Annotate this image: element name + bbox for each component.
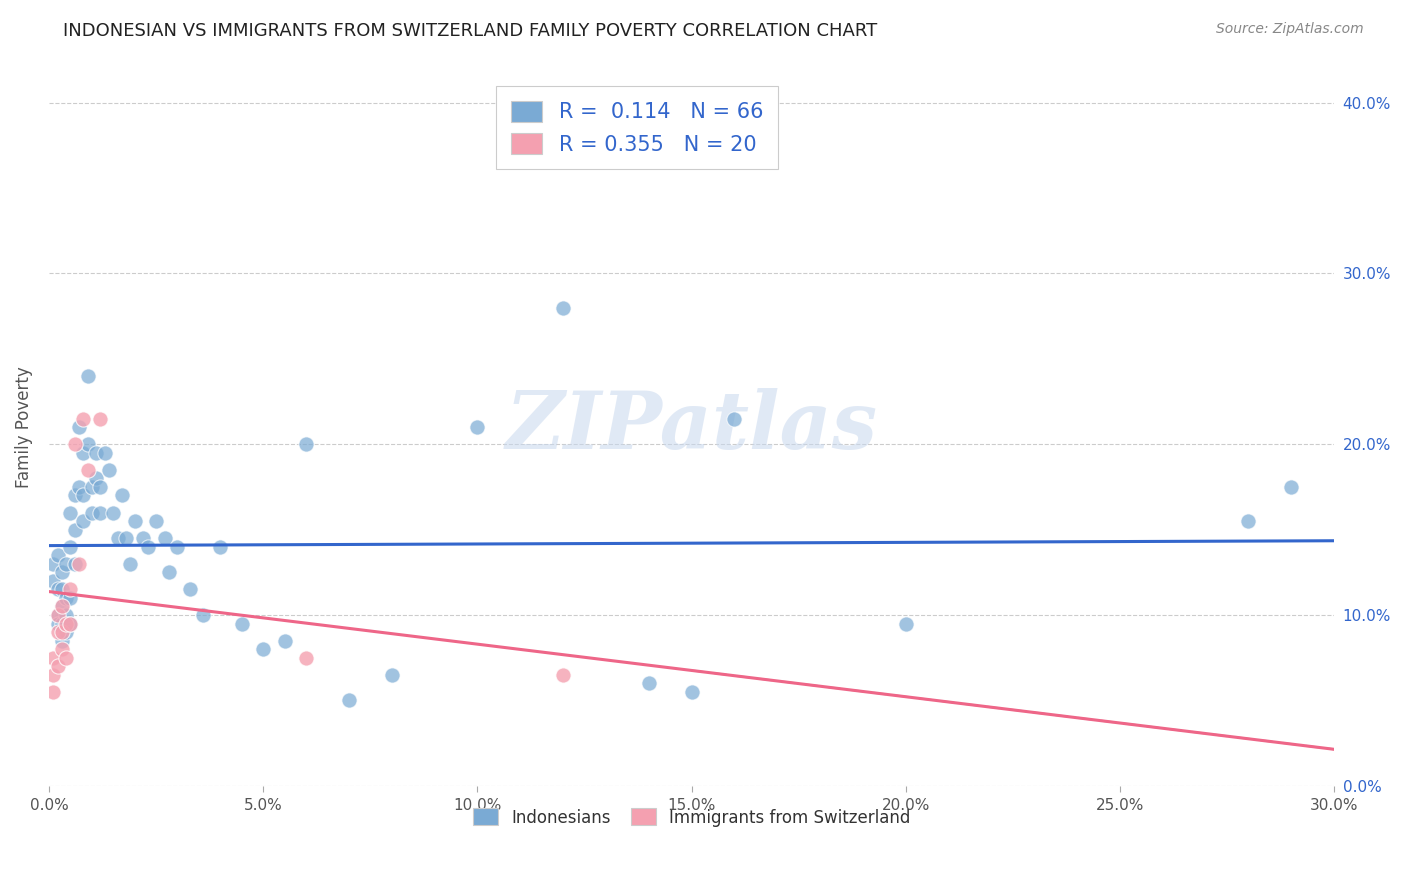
Point (72, 514, 94, 528)
Point (46, 625, 69, 640)
Point (55, 557, 77, 571)
Point (67, 557, 90, 571)
Point (59, 506, 82, 520)
Point (80, 506, 103, 520)
Point (295, 437, 318, 451)
Point (59, 591, 82, 605)
Text: ZIPatlas: ZIPatlas (506, 388, 877, 466)
Point (89, 480, 111, 494)
Point (166, 540, 188, 554)
Text: INDONESIAN VS IMMIGRANTS FROM SWITZERLAND FAMILY POVERTY CORRELATION CHART: INDONESIAN VS IMMIGRANTS FROM SWITZERLAN… (63, 22, 877, 40)
Point (124, 514, 146, 528)
Point (136, 540, 159, 554)
Point (42, 574, 65, 588)
Point (46, 616, 69, 631)
Point (46, 582, 69, 597)
Y-axis label: Family Poverty: Family Poverty (15, 367, 32, 488)
Point (157, 566, 180, 580)
Point (193, 607, 215, 622)
Point (89, 411, 111, 425)
Point (55, 591, 77, 605)
Point (51, 582, 73, 597)
Point (46, 548, 69, 562)
Point (51, 642, 73, 657)
Point (894, 616, 917, 631)
Point (231, 616, 253, 631)
Point (59, 582, 82, 597)
Point (179, 582, 201, 597)
Point (111, 488, 134, 502)
Legend: Indonesians, Immigrants from Switzerland: Indonesians, Immigrants from Switzerland (464, 800, 918, 835)
Text: Source: ZipAtlas.com: Source: ZipAtlas.com (1216, 22, 1364, 37)
Point (120, 557, 142, 571)
Point (55, 625, 77, 640)
Point (59, 540, 82, 554)
Point (46, 607, 69, 622)
Point (51, 566, 73, 580)
Point (59, 616, 82, 631)
Point (51, 599, 73, 614)
Point (551, 667, 574, 681)
Point (42, 557, 65, 571)
Point (46, 659, 69, 673)
Point (467, 420, 489, 434)
Point (42, 667, 65, 681)
Point (145, 514, 167, 528)
Point (67, 480, 90, 494)
Point (51, 616, 73, 631)
Point (723, 411, 745, 425)
Point (67, 420, 90, 434)
Point (97, 463, 120, 477)
Point (46, 607, 69, 622)
Point (42, 685, 65, 699)
Point (153, 531, 176, 545)
Point (76, 463, 98, 477)
Point (551, 301, 574, 315)
Point (51, 633, 73, 648)
Point (80, 480, 103, 494)
Point (59, 616, 82, 631)
Point (103, 506, 125, 520)
Point (273, 633, 295, 648)
Point (72, 411, 94, 425)
Point (295, 650, 318, 665)
Point (72, 488, 94, 502)
Point (681, 685, 703, 699)
Point (63, 437, 86, 451)
Point (637, 676, 659, 690)
Point (381, 667, 404, 681)
Point (115, 531, 138, 545)
Point (337, 693, 360, 707)
Point (1279, 480, 1302, 494)
Point (63, 523, 86, 537)
Point (1237, 514, 1260, 528)
Point (76, 368, 98, 383)
Point (55, 616, 77, 631)
Point (76, 437, 98, 451)
Point (252, 642, 274, 657)
Point (84, 446, 107, 460)
Point (93, 446, 115, 460)
Point (132, 531, 155, 545)
Point (42, 650, 65, 665)
Point (209, 540, 232, 554)
Point (84, 471, 107, 485)
Point (89, 506, 111, 520)
Point (51, 625, 73, 640)
Point (55, 650, 77, 665)
Point (63, 488, 86, 502)
Point (51, 599, 73, 614)
Point (63, 557, 86, 571)
Point (72, 446, 94, 460)
Point (55, 607, 77, 622)
Point (107, 531, 129, 545)
